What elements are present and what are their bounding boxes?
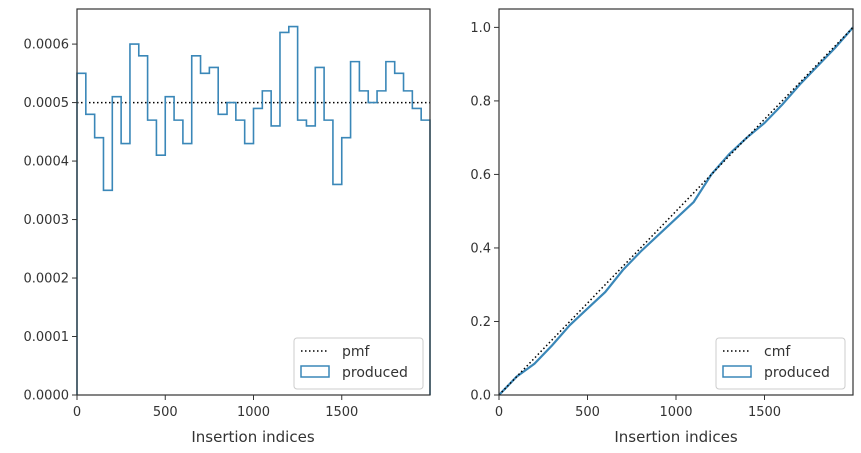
right-x-axis-label: Insertion indices xyxy=(614,428,737,446)
y-tick-label: 0.0000 xyxy=(24,389,70,404)
right-y-ticks: 0.0 0.2 0.4 0.6 0.8 1.0 xyxy=(470,21,499,404)
left-panel: 0 500 1000 1500 0.00000.00010.00020.00030.0… xyxy=(24,8,431,446)
right-marks xyxy=(498,26,854,396)
legend-produced-swatch xyxy=(300,365,330,378)
x-tick-label: 0 xyxy=(495,405,503,420)
x-tick-label: 500 xyxy=(153,405,178,420)
legend-produced-label-right: produced xyxy=(764,365,830,381)
x-tick-label: 1500 xyxy=(748,405,781,420)
y-tick-label: 0.6 xyxy=(470,168,491,183)
y-tick-label: 0.0006 xyxy=(24,38,70,53)
y-tick-label: 0.2 xyxy=(470,315,491,330)
legend-pmf-label: pmf xyxy=(342,344,371,360)
left-x-ticks: 0 500 1000 1500 xyxy=(73,395,358,420)
y-tick-label: 1.0 xyxy=(470,21,491,36)
right-x-ticks: 0 500 1000 1500 xyxy=(495,395,781,420)
y-tick-label: 0.0003 xyxy=(24,213,70,228)
y-tick-label: 0.0005 xyxy=(24,96,70,111)
left-y-ticks: 0.0000 0.0001 0.0002 0.0003 0.0004 0.0005 0.00… xyxy=(24,38,77,404)
cmf-line xyxy=(498,26,854,396)
legend-produced-label: produced xyxy=(342,365,408,381)
y-tick-label: 0.0002 xyxy=(24,272,70,287)
x-tick-label: 0 xyxy=(73,405,81,420)
y-tick-label: 0.8 xyxy=(470,94,491,109)
produced-cmf-line xyxy=(498,26,854,396)
y-tick-label: 0.0001 xyxy=(24,330,70,345)
left-marks xyxy=(76,25,431,395)
y-tick-label: 0.0004 xyxy=(24,155,70,170)
produced-step-histogram xyxy=(76,25,431,395)
x-tick-label: 1000 xyxy=(659,405,692,420)
x-tick-label: 1000 xyxy=(237,405,270,420)
right-panel: 0 500 1000 1500 0.0 0.2 0.4 0.6 0.8 1.0 Insertio… xyxy=(470,8,854,446)
x-tick-label: 500 xyxy=(575,405,600,420)
right-legend: cmf produced xyxy=(715,337,846,390)
left-legend: pmf produced xyxy=(293,337,424,390)
y-tick-label: 0.4 xyxy=(470,241,491,256)
legend-produced-swatch-right xyxy=(722,365,752,378)
right-plot-frame xyxy=(498,8,854,396)
x-tick-label: 1500 xyxy=(325,405,358,420)
legend-cmf-label: cmf xyxy=(764,344,791,360)
left-x-axis-label: Insertion indices xyxy=(191,428,314,446)
y-tick-label: 0.0 xyxy=(470,389,491,404)
